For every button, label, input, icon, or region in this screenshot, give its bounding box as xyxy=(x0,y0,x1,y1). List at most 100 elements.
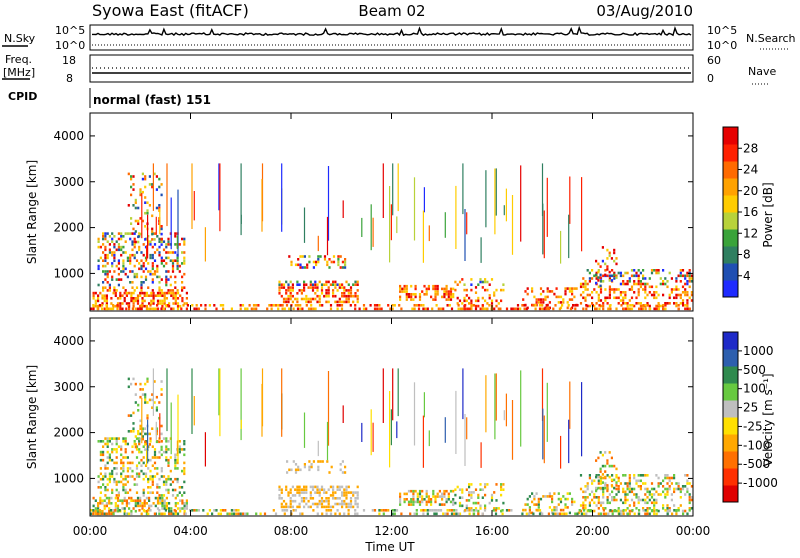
echo-cell xyxy=(160,388,163,391)
echo-cell xyxy=(170,294,173,297)
echo-cell xyxy=(479,507,482,510)
echo-cell xyxy=(309,494,312,497)
echo-cell xyxy=(300,292,303,295)
echo-cell xyxy=(298,488,301,491)
echo-cell xyxy=(92,512,95,516)
echo-cell xyxy=(308,465,311,469)
echo-cell xyxy=(345,502,348,506)
echo-streak xyxy=(204,432,206,467)
echo-cell xyxy=(588,277,591,280)
echo-cell xyxy=(657,476,660,480)
echo-cell xyxy=(158,251,161,254)
echo-cell xyxy=(329,304,333,307)
echo-cell xyxy=(181,502,184,505)
echo-cell xyxy=(613,273,616,277)
echo-cell xyxy=(151,427,154,430)
echo-cell xyxy=(153,172,156,176)
echo-cell xyxy=(341,294,344,298)
echo-cell xyxy=(409,512,412,516)
echo-cell xyxy=(655,304,658,308)
echo-cell xyxy=(147,286,150,289)
echo-cell xyxy=(290,260,293,264)
echo-cell xyxy=(141,219,144,223)
echo-cell xyxy=(393,304,396,307)
echo-cell xyxy=(144,267,148,271)
echo-cell xyxy=(122,477,125,481)
echo-cell xyxy=(130,217,133,220)
echo-cell xyxy=(110,302,113,305)
echo-cell xyxy=(149,272,152,276)
echo-cell xyxy=(525,307,528,311)
echo-cell xyxy=(160,393,163,396)
echo-cell xyxy=(474,291,478,294)
echo-cell xyxy=(597,501,600,505)
echo-cell xyxy=(500,509,503,513)
echo-cell xyxy=(318,502,321,506)
echo-cell xyxy=(129,461,132,465)
echo-cell xyxy=(637,474,640,477)
echo-streak xyxy=(382,368,384,423)
echo-cell xyxy=(572,304,575,307)
echo-cell xyxy=(622,291,625,294)
echo-cell xyxy=(437,307,440,311)
echo-cell xyxy=(213,509,216,512)
echo-cell xyxy=(465,507,468,510)
echo-cell xyxy=(438,489,441,493)
echo-cell xyxy=(153,401,156,404)
echo-cell xyxy=(413,304,416,307)
echo-cell xyxy=(461,491,464,494)
echo-streak xyxy=(372,217,374,247)
echo-cell xyxy=(139,307,142,311)
echo-cell xyxy=(571,287,574,290)
echo-cell xyxy=(291,505,294,509)
echo-cell xyxy=(147,486,150,489)
echo-cell xyxy=(323,294,326,298)
echo-cell xyxy=(495,499,498,502)
echo-cell xyxy=(630,288,634,291)
echo-cell xyxy=(477,283,480,286)
echo-cell xyxy=(94,299,97,303)
echo-cell xyxy=(97,502,100,505)
echo-cell xyxy=(356,297,359,301)
echo-cell xyxy=(160,380,163,383)
y-tick-label: 2000 xyxy=(53,426,84,440)
echo-cell xyxy=(486,483,489,486)
echo-cell xyxy=(129,237,132,241)
echo-cell xyxy=(486,307,489,311)
echo-cell xyxy=(615,498,618,502)
echo-cell xyxy=(644,487,647,491)
echo-cell xyxy=(110,512,113,516)
echo-cell xyxy=(94,291,97,295)
cpid-label: CPID xyxy=(8,90,37,103)
echo-cell xyxy=(183,472,186,476)
echo-cell xyxy=(289,292,292,295)
echo-cell xyxy=(548,301,551,304)
echo-cell xyxy=(181,507,184,510)
echo-cell xyxy=(172,291,175,295)
echo-cell xyxy=(597,456,600,460)
echo-cell xyxy=(181,299,184,303)
echo-cell xyxy=(124,477,127,481)
echo-cell xyxy=(171,267,175,271)
echo-cell xyxy=(140,289,143,292)
echo-cell xyxy=(161,299,164,303)
colorbar-swatch xyxy=(723,451,738,469)
echo-cell xyxy=(105,307,108,311)
echo-cell xyxy=(116,499,120,502)
echo-cell xyxy=(115,467,118,470)
echo-cell xyxy=(310,465,313,469)
echo-cell xyxy=(171,488,175,492)
echo-cell xyxy=(354,304,357,307)
echo-cell xyxy=(490,278,494,281)
echo-cell xyxy=(125,302,128,305)
echo-cell xyxy=(168,512,171,516)
echo-cell xyxy=(128,496,131,500)
echo-cell xyxy=(639,487,642,491)
echo-cell xyxy=(147,477,150,481)
echo-cell xyxy=(343,512,346,516)
echo-cell xyxy=(421,498,424,501)
echo-cell xyxy=(414,489,417,493)
echo-cell xyxy=(417,307,421,311)
echo-cell xyxy=(597,482,600,485)
